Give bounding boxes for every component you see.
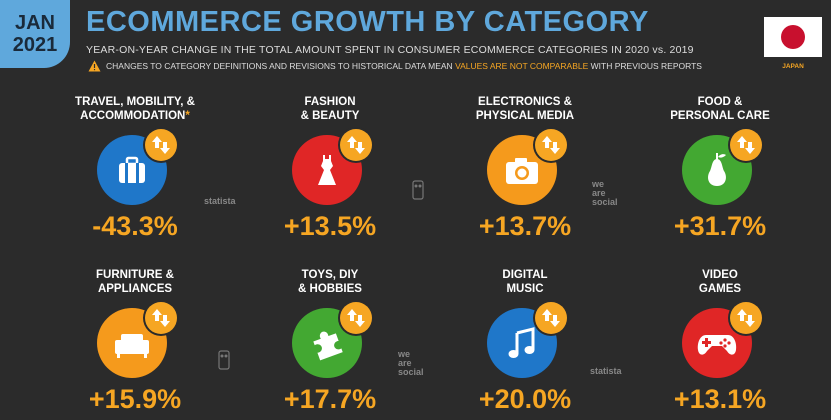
category-cell: FOOD & PERSONAL CARE +31.7% (625, 95, 815, 242)
category-label-line-1: FASHION (304, 96, 356, 108)
category-icon-group (89, 129, 181, 207)
category-cell: FASHION & BEAUTY +13.5% (235, 95, 425, 242)
category-icon-group (479, 129, 571, 207)
category-label: TRAVEL, MOBILITY, & ACCOMMODATION* (40, 95, 230, 125)
owl-logo-icon-2 (218, 350, 230, 375)
category-label: TOYS, DIY & HOBBIES (235, 268, 425, 298)
page-subtitle: YEAR-ON-YEAR CHANGE IN THE TOTAL AMOUNT … (86, 44, 694, 56)
date-year: 2021 (12, 34, 58, 56)
category-label-line-1: TRAVEL, MOBILITY, & (75, 96, 195, 108)
category-label-line-1: ELECTRONICS & (478, 96, 572, 108)
date-month: JAN (14, 12, 55, 34)
statista-watermark-1: statista (204, 196, 236, 206)
category-icon-group (674, 129, 766, 207)
category-cell: TRAVEL, MOBILITY, & ACCOMMODATION* -43.3% (40, 95, 230, 242)
category-label-line-1: FURNITURE & (96, 269, 174, 281)
category-label-line-2: & HOBBIES (298, 283, 362, 295)
puzzle-icon (292, 308, 362, 378)
change-arrows-icon (535, 302, 567, 334)
category-label-line-1: DIGITAL (502, 269, 548, 281)
category-label-line-2: APPLIANCES (97, 283, 173, 295)
category-icon-group (674, 302, 766, 380)
change-arrows-icon (730, 129, 762, 161)
category-cell: VIDEO GAMES +13.1% (625, 268, 815, 415)
owl-logo-icon (412, 180, 424, 205)
category-label: FOOD & PERSONAL CARE (625, 95, 815, 125)
country-label: JAPAN (782, 63, 804, 70)
growth-value: +13.7% (478, 211, 572, 241)
category-icon-group (479, 302, 571, 380)
category-label-line-1: FOOD & (697, 96, 743, 108)
category-label-line-1: TOYS, DIY (301, 269, 359, 281)
japan-flag-icon (764, 17, 822, 57)
growth-value: -43.3% (92, 211, 178, 241)
growth-value: +20.0% (478, 384, 572, 414)
category-label: FASHION & BEAUTY (235, 95, 425, 125)
growth-value: +31.7% (673, 211, 767, 241)
category-label-line-1: VIDEO (702, 269, 738, 281)
change-arrows-icon (535, 129, 567, 161)
wearesocial-watermark-1: we are social (592, 179, 618, 207)
change-arrows-icon (145, 129, 177, 161)
category-cell: FURNITURE & APPLIANCES +15.9% (40, 268, 230, 415)
warning-note: CHANGES TO CATEGORY DEFINITIONS AND REVI… (88, 60, 702, 72)
statista-watermark-2: statista (590, 366, 622, 376)
category-cell: DIGITAL MUSIC +20.0% (430, 268, 620, 415)
category-icon-group (284, 129, 376, 207)
warning-icon (88, 60, 101, 72)
change-arrows-icon (340, 302, 372, 334)
category-label-line-2: GAMES (698, 283, 742, 295)
change-arrows-icon (145, 302, 177, 334)
category-cell: ELECTRONICS & PHYSICAL MEDIA +13.7% (430, 95, 620, 242)
date-badge: JAN 2021 (0, 0, 70, 68)
page-title: ECOMMERCE GROWTH BY CATEGORY (86, 6, 649, 38)
growth-value: +17.7% (283, 384, 377, 414)
category-label-line-2: PHYSICAL MEDIA (475, 110, 575, 122)
category-label: FURNITURE & APPLIANCES (40, 268, 230, 298)
category-icon-group (89, 302, 181, 380)
growth-value: +15.9% (88, 384, 182, 414)
change-arrows-icon (730, 302, 762, 334)
wearesocial-watermark-2: we are social (398, 349, 424, 377)
category-cell: TOYS, DIY & HOBBIES +17.7% (235, 268, 425, 415)
category-icon-group (284, 302, 376, 380)
category-label: VIDEO GAMES (625, 268, 815, 298)
category-label-line-2: MUSIC (506, 283, 544, 295)
category-label-line-2: ACCOMMODATION* (80, 110, 190, 122)
warning-text-post: WITH PREVIOUS REPORTS (590, 61, 702, 71)
warning-text-highlight: VALUES ARE NOT COMPARABLE (455, 61, 589, 71)
category-label: ELECTRONICS & PHYSICAL MEDIA (430, 95, 620, 125)
warning-text-pre: CHANGES TO CATEGORY DEFINITIONS AND REVI… (106, 61, 453, 71)
change-arrows-icon (340, 129, 372, 161)
category-label-line-2: & BEAUTY (300, 110, 360, 122)
category-label: DIGITAL MUSIC (430, 268, 620, 298)
asterisk-note: * (185, 110, 190, 122)
growth-value: +13.5% (283, 211, 377, 241)
category-label-line-2: PERSONAL CARE (670, 110, 770, 122)
growth-value: +13.1% (673, 384, 767, 414)
